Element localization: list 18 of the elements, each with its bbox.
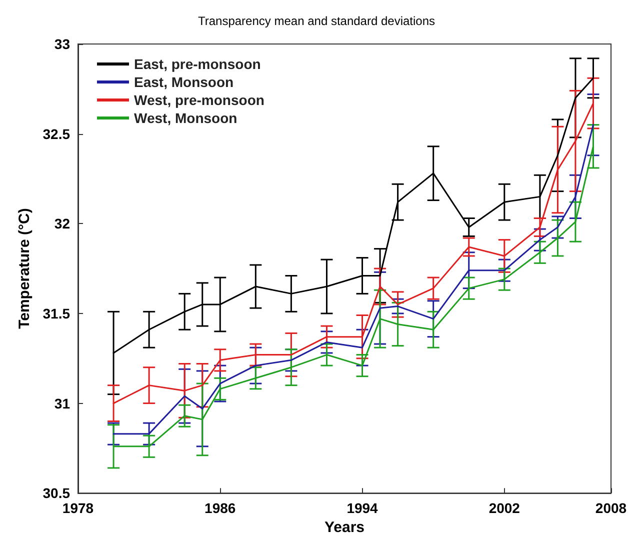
x-tick-label: 1994 xyxy=(346,500,378,516)
legend-label: East, pre-monsoon xyxy=(134,56,261,72)
y-tick-label: 30.5 xyxy=(42,485,70,502)
y-tick-label: 32.5 xyxy=(42,126,70,142)
y-tick-label: 31 xyxy=(54,395,70,412)
y-tick-label: 32 xyxy=(54,216,70,232)
y-tick-label: 31.5 xyxy=(42,305,70,322)
legend-label: East, Monsoon xyxy=(134,74,234,90)
chart-title: Transparency mean and standard deviations xyxy=(198,14,436,28)
x-tick-label: 1978 xyxy=(62,500,94,516)
x-tick-label: 1986 xyxy=(204,500,236,516)
x-tick-label: 2008 xyxy=(595,500,627,516)
x-axis-title: Years xyxy=(324,519,365,536)
y-axis-title: Temperature (°C) xyxy=(16,208,33,329)
y-tick-label: 33 xyxy=(54,36,70,52)
legend-label: West, pre-monsoon xyxy=(134,92,264,108)
x-tick-label: 2002 xyxy=(488,500,520,516)
legend-label: West, Monsoon xyxy=(134,110,238,126)
